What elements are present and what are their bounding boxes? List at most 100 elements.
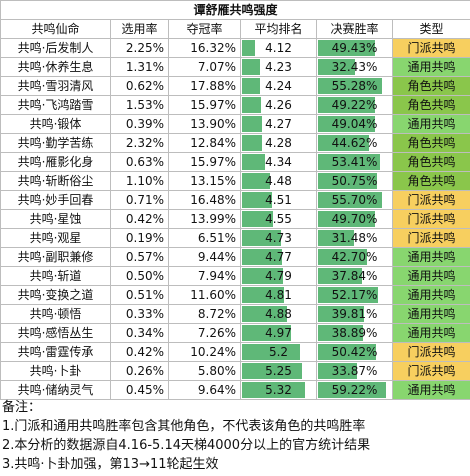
avg-rank-value: 4.77: [265, 250, 292, 264]
avg-rank-bar: [242, 173, 271, 189]
resonance-name: 共鸣·勤学苦练: [0, 133, 111, 153]
win-rate-cell: 6.51%: [168, 228, 241, 248]
final-win-rate-cell: 42.70%: [316, 247, 393, 267]
resonance-name: 共鸣·感悟丛生: [0, 323, 111, 343]
header-final-win-rate: 决赛胜率: [316, 19, 393, 39]
avg-rank-cell: 4.88: [240, 304, 317, 324]
avg-rank-value: 4.28: [265, 136, 292, 150]
avg-rank-value: 4.79: [265, 269, 292, 283]
avg-rank-bar: [242, 344, 301, 360]
header-name: 共鸣仙命: [0, 19, 111, 39]
type-cell: 角色共鸣: [391, 152, 470, 172]
final-win-rate-bar: [318, 78, 382, 94]
resonance-name: 共鸣·储纳灵气: [0, 380, 111, 400]
avg-rank-bar: [242, 382, 306, 398]
pick-rate-cell: 0.71%: [110, 190, 169, 210]
avg-rank-value: 4.12: [265, 41, 292, 55]
final-win-rate-value: 33.87%: [331, 364, 378, 378]
type-cell: 通用共鸣: [391, 304, 470, 324]
avg-rank-value: 4.48: [265, 174, 292, 188]
final-win-rate-cell: 55.70%: [316, 190, 393, 210]
final-win-rate-bar: [318, 97, 375, 113]
avg-rank-value: 4.81: [265, 288, 292, 302]
avg-rank-bar: [242, 40, 256, 56]
avg-rank-value: 5.25: [265, 364, 292, 378]
pick-rate-cell: 1.31%: [110, 57, 169, 77]
table-row: 共鸣·观星 0.19% 6.51% 4.73 31.48% 门派共鸣: [0, 228, 470, 248]
final-win-rate-bar: [318, 154, 380, 170]
resonance-name: 共鸣·斩断俗尘: [0, 171, 111, 191]
win-rate-cell: 7.94%: [168, 266, 241, 286]
avg-rank-bar: [242, 363, 303, 379]
avg-rank-value: 4.34: [265, 155, 292, 169]
avg-rank-value: 4.24: [265, 79, 292, 93]
type-cell: 门派共鸣: [391, 38, 470, 58]
pick-rate-cell: 1.10%: [110, 171, 169, 191]
type-cell: 门派共鸣: [391, 361, 470, 381]
avg-rank-bar: [242, 249, 283, 265]
final-win-rate-cell: 50.75%: [316, 171, 393, 191]
win-rate-cell: 7.26%: [168, 323, 241, 343]
avg-rank-bar: [242, 135, 262, 151]
avg-rank-bar: [242, 306, 287, 322]
resonance-name: 共鸣·星蚀: [0, 209, 111, 229]
header-row: 共鸣仙命 选用率 夺冠率 平均排名 决赛胜率 类型: [0, 19, 470, 39]
win-rate-cell: 7.07%: [168, 57, 241, 77]
final-win-rate-value: 49.70%: [331, 212, 378, 226]
table-row: 共鸣·后发制人 2.25% 16.32% 4.12 49.43% 门派共鸣: [0, 38, 470, 58]
table-row: 共鸣·顿悟 0.33% 8.72% 4.88 39.81% 通用共鸣: [0, 304, 470, 324]
win-rate-cell: 8.72%: [168, 304, 241, 324]
avg-rank-bar: [242, 154, 265, 170]
final-win-rate-value: 42.70%: [331, 250, 378, 264]
win-rate-cell: 15.97%: [168, 152, 241, 172]
pick-rate-cell: 0.51%: [110, 285, 169, 305]
win-rate-cell: 13.90%: [168, 114, 241, 134]
pick-rate-cell: 0.45%: [110, 380, 169, 400]
final-win-rate-bar: [318, 325, 363, 341]
final-win-rate-bar: [318, 173, 377, 189]
avg-rank-cell: 4.77: [240, 247, 317, 267]
table-title: 谭舒雁共鸣强度: [0, 0, 470, 20]
table-row: 共鸣·雷霆传承 0.42% 10.24% 5.2 50.42% 门派共鸣: [0, 342, 470, 362]
avg-rank-bar: [242, 211, 274, 227]
avg-rank-cell: 5.2: [240, 342, 317, 362]
table-row: 共鸣·斩道 0.50% 7.94% 4.79 37.84% 通用共鸣: [0, 266, 470, 286]
avg-rank-bar: [242, 268, 284, 284]
pick-rate-cell: 2.25%: [110, 38, 169, 58]
pick-rate-cell: 0.39%: [110, 114, 169, 134]
resonance-name: 共鸣·观星: [0, 228, 111, 248]
final-win-rate-value: 50.75%: [331, 174, 378, 188]
header-type: 类型: [391, 19, 470, 39]
avg-rank-bar: [242, 287, 285, 303]
final-win-rate-value: 38.89%: [331, 326, 378, 340]
final-win-rate-value: 44.62%: [331, 136, 378, 150]
final-win-rate-cell: 59.22%: [316, 380, 393, 400]
final-win-rate-bar: [318, 135, 370, 151]
resonance-name: 共鸣·变换之道: [0, 285, 111, 305]
type-cell: 通用共鸣: [391, 323, 470, 343]
final-win-rate-bar: [318, 40, 376, 56]
table-row: 共鸣·妙手回春 0.71% 16.48% 4.51 55.70% 门派共鸣: [0, 190, 470, 210]
pick-rate-cell: 0.62%: [110, 76, 169, 96]
resonance-name: 共鸣·雁影化身: [0, 152, 111, 172]
header-avg-rank: 平均排名: [240, 19, 317, 39]
final-win-rate-bar: [318, 344, 377, 360]
pick-rate-cell: 0.26%: [110, 361, 169, 381]
final-win-rate-value: 49.43%: [331, 41, 378, 55]
win-rate-cell: 9.44%: [168, 247, 241, 267]
avg-rank-bar: [242, 78, 261, 94]
avg-rank-bar: [242, 116, 262, 132]
win-rate-cell: 17.88%: [168, 76, 241, 96]
win-rate-cell: 9.64%: [168, 380, 241, 400]
final-win-rate-cell: 49.70%: [316, 209, 393, 229]
final-win-rate-bar: [318, 59, 356, 75]
final-win-rate-cell: 37.84%: [316, 266, 393, 286]
avg-rank-bar: [242, 192, 272, 208]
note-2: 2.本分析的数据源自4.16-5.14天梯4000分以上的官方统计结果: [2, 438, 371, 453]
avg-rank-value: 4.73: [265, 231, 292, 245]
type-cell: 通用共鸣: [391, 380, 470, 400]
notes-section: 备注： 1.门派和通用共鸣胜率包含其他角色，不代表该角色的共鸣胜率 2.本分析的…: [0, 398, 470, 474]
avg-rank-cell: 4.81: [240, 285, 317, 305]
type-cell: 门派共鸣: [391, 228, 470, 248]
type-cell: 通用共鸣: [391, 266, 470, 286]
